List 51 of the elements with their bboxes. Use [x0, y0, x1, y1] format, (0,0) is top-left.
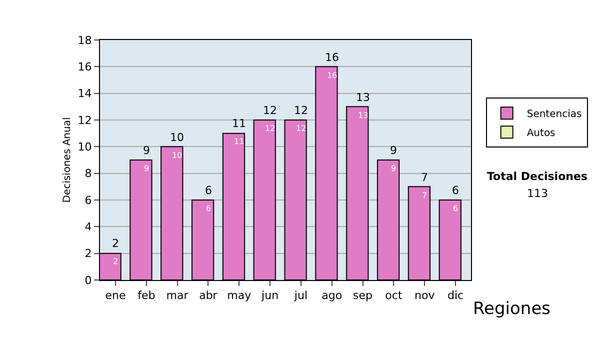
data-label: 7: [422, 191, 428, 200]
y-tick-label: 2: [84, 247, 92, 260]
text: 113: [527, 187, 548, 200]
text: 16: [325, 51, 339, 64]
y-tick-label: 10: [78, 140, 92, 154]
y-axis-title: Decisiones Anual: [62, 117, 73, 203]
y-tick-label: 18: [78, 34, 92, 47]
text: 12: [263, 104, 277, 117]
data-label: 6: [453, 204, 458, 213]
text: Total Decisiones: [487, 170, 588, 183]
y-tick-label: 0: [84, 274, 92, 287]
text: 6: [205, 184, 212, 197]
x-tick-label: jun: [260, 289, 279, 302]
data-label: 6: [206, 204, 212, 213]
x-tick-label: ene: [105, 289, 126, 302]
x-tick-label: nov: [414, 289, 436, 302]
data-label: 10: [172, 151, 182, 160]
text: 10: [170, 131, 184, 144]
x-tick-label: jul: [293, 289, 308, 302]
y-tick-label: 4: [84, 220, 92, 234]
x-tick-label: ago: [322, 289, 342, 302]
x-tick-label: feb: [138, 289, 156, 302]
text: 9: [390, 144, 397, 157]
y-tick-label: 16: [78, 60, 92, 74]
x-tick-label: sep: [353, 289, 373, 302]
data-label: 9: [391, 164, 396, 173]
data-label: 12: [265, 124, 276, 133]
x-tick-label: dic: [447, 289, 464, 302]
text: 2: [112, 237, 119, 250]
x-tick-label: mar: [166, 289, 189, 302]
text: 12: [294, 104, 308, 117]
data-label: 12: [296, 124, 306, 133]
data-label: 11: [234, 137, 244, 146]
x-tick-label: oct: [385, 289, 403, 302]
legend-label: Autos: [526, 128, 556, 139]
text: Regiones: [473, 299, 551, 319]
y-tick-label: 14: [78, 87, 92, 100]
x-tick-label: abr: [199, 289, 218, 302]
legend-label: Sentencias: [526, 109, 582, 120]
text: 7: [421, 171, 428, 184]
y-tick-label: 8: [84, 167, 92, 180]
text: 6: [452, 184, 459, 197]
text: 13: [356, 91, 370, 104]
y-tick-label: 6: [84, 194, 92, 207]
data-label: 9: [144, 164, 150, 173]
data-label: 2: [113, 257, 118, 266]
text: 11: [232, 117, 246, 130]
y-tick-label: 12: [78, 114, 92, 127]
data-label: 13: [358, 111, 368, 120]
x-tick-label: may: [227, 289, 252, 302]
text: 9: [143, 144, 150, 157]
